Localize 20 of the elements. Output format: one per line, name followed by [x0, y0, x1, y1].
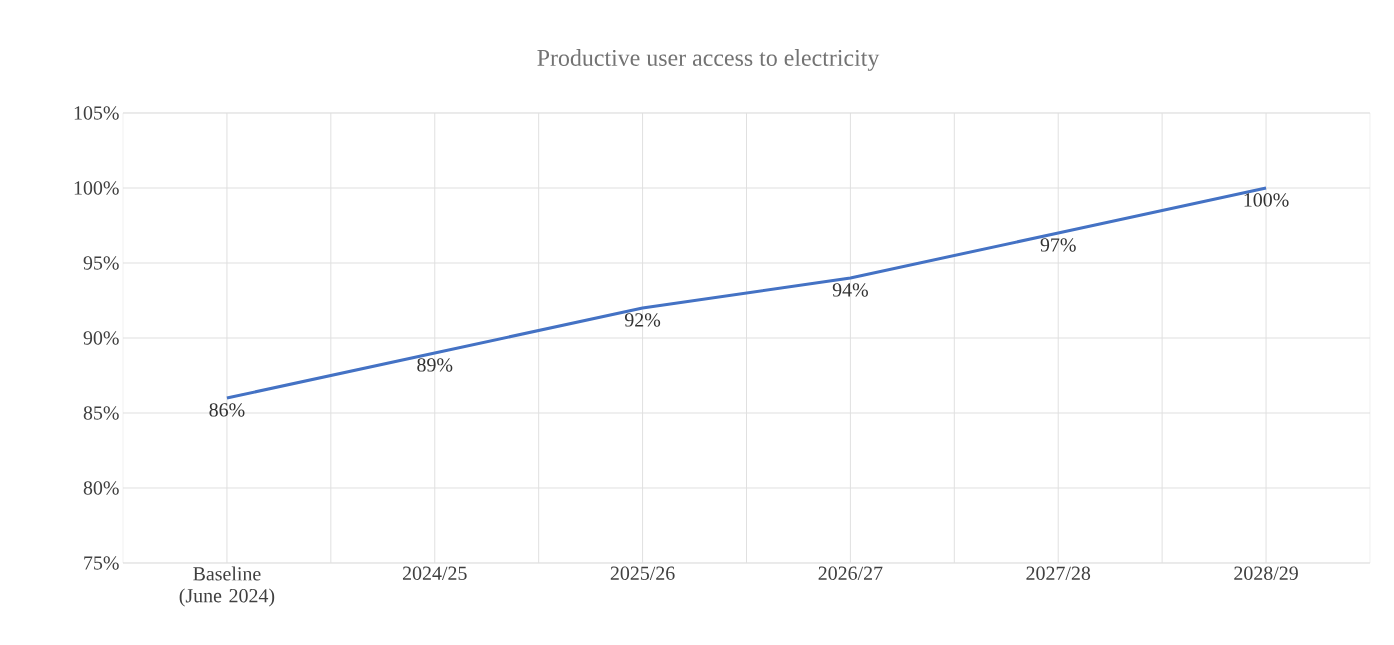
- y-tick-label: 85%: [83, 406, 119, 420]
- x-tick-label: 2027/28: [1026, 566, 1091, 580]
- chart-title: Productive user access to electricity: [537, 49, 880, 71]
- x-tick-label: Baseline (June 2024): [179, 566, 275, 607]
- data-label: 92%: [624, 313, 661, 327]
- data-label: 100%: [1244, 193, 1289, 207]
- x-tick-label: 2026/27: [818, 566, 883, 580]
- data-label: 94%: [832, 283, 868, 297]
- data-label: 86%: [209, 403, 245, 417]
- x-tick-label: 2028/29: [1234, 566, 1298, 580]
- y-tick-label: 95%: [83, 256, 119, 270]
- x-tick-label: 2025/26: [610, 566, 675, 580]
- x-tick-label: 2024/25: [402, 566, 467, 580]
- y-tick-label: 100%: [74, 181, 119, 195]
- data-label: 97%: [1040, 238, 1076, 252]
- y-tick-label: 90%: [83, 331, 119, 345]
- y-tick-label: 75%: [84, 556, 119, 570]
- data-label: 89%: [417, 358, 453, 372]
- y-tick-label: 80%: [83, 481, 119, 495]
- y-tick-label: 105%: [74, 106, 119, 120]
